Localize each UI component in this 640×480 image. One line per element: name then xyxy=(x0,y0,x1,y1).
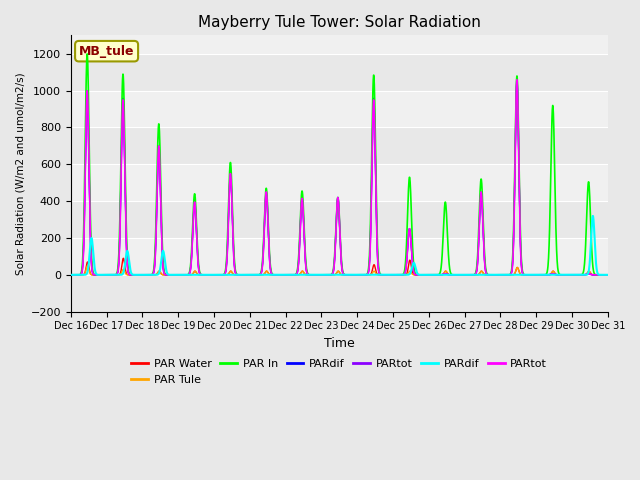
X-axis label: Time: Time xyxy=(324,337,355,350)
Legend: PAR Water, PAR Tule, PAR In, PARdif, PARtot, PARdif, PARtot: PAR Water, PAR Tule, PAR In, PARdif, PAR… xyxy=(127,355,552,389)
Bar xyxy=(71,17,608,54)
Title: Mayberry Tule Tower: Solar Radiation: Mayberry Tule Tower: Solar Radiation xyxy=(198,15,481,30)
Text: MB_tule: MB_tule xyxy=(79,45,134,58)
Bar xyxy=(71,238,608,275)
Bar xyxy=(71,91,608,128)
Y-axis label: Solar Radiation (W/m2 and umol/m2/s): Solar Radiation (W/m2 and umol/m2/s) xyxy=(15,72,25,275)
Bar xyxy=(71,164,608,201)
